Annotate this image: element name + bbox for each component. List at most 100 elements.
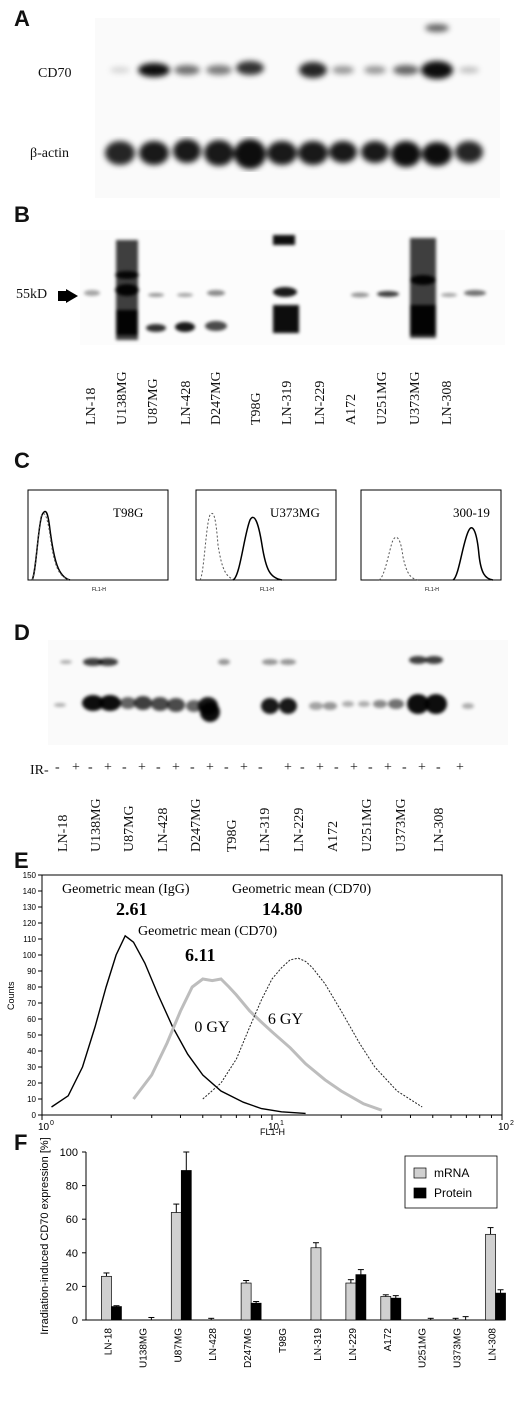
annotation-label-igg: Geometric mean (IgG) (62, 882, 190, 897)
ir-sign: - (402, 760, 407, 775)
fl1h-label: FL1-H (425, 587, 439, 593)
panel-f-letter: F (14, 1130, 28, 1155)
lane-label: A172 (344, 393, 359, 425)
category-label: LN-428 (208, 1328, 219, 1361)
bar-protein (111, 1306, 122, 1321)
panel-c-letter: C (14, 448, 30, 473)
x-tick-label: 10 (498, 1122, 510, 1133)
bar-chart-f: 0 20 40 60 80 100 Irradiation-induced CD70 exp… (39, 1137, 506, 1368)
histogram-series-0 (51, 934, 306, 1115)
beta-actin-row-label: β-actin (30, 146, 69, 161)
lane-label: U251MG (360, 798, 375, 852)
x-tick-label: 10 (38, 1122, 50, 1133)
ir-sign: + (418, 760, 426, 775)
x-tick-label: 10 (268, 1122, 280, 1133)
y-tick-label: 40 (66, 1248, 78, 1260)
ir-sign: - (224, 760, 229, 775)
lane-label: A172 (326, 820, 341, 852)
flow-histogram-t98g: T98G FL1-H (27, 489, 169, 593)
ir-sign: + (172, 760, 180, 775)
lane-label: LN-428 (156, 807, 171, 852)
lane-label: LN-308 (432, 807, 447, 852)
plot-label-t98g: T98G (113, 505, 143, 520)
y-axis-label: Irradiation-induced CD70 expression [%] (39, 1137, 51, 1335)
ir-sign: - (122, 760, 127, 775)
y-tick-label: 20 (66, 1281, 78, 1293)
plot-label-u373mg: U373MG (270, 505, 320, 520)
y-tick-label: 120 (23, 919, 37, 928)
annotation-value-igg: 2.61 (116, 899, 148, 919)
x-tick-exponent: 1 (280, 1120, 284, 1127)
western-blot-b (80, 230, 505, 345)
bar-mrna (380, 1296, 392, 1321)
lane-label: U251MG (375, 371, 390, 425)
panel-e-letter: E (14, 848, 29, 873)
panel-b-letter: B (14, 202, 30, 227)
plot-label-300-19: 300-19 (453, 505, 490, 520)
ir-sign: - (55, 760, 60, 775)
category-label: U373MG (453, 1328, 464, 1368)
y-tick-label: 80 (27, 983, 36, 992)
y-tick-label: 50 (27, 1031, 36, 1040)
y-tick-label: 110 (23, 935, 36, 944)
lane-label: D247MG (209, 371, 224, 425)
lane-label: U138MG (89, 798, 104, 852)
bar-mrna (170, 1212, 182, 1321)
marker-55kd-label: 55kD (16, 287, 48, 302)
legend-swatch-protein (413, 1187, 427, 1199)
ir-label: IR- (30, 763, 49, 778)
y-tick-label: 10 (27, 1095, 36, 1104)
ir-sign: + (138, 760, 146, 775)
lane-label: U87MG (146, 378, 161, 425)
ir-sign: + (206, 760, 214, 775)
cd70-row-label: CD70 (38, 66, 72, 81)
ir-sign: + (384, 760, 392, 775)
category-label: U87MG (173, 1328, 184, 1363)
bar-mrna (240, 1282, 252, 1321)
lane-label: LN-18 (84, 387, 99, 425)
annotation-label-6gy: Geometric mean (CD70) (232, 882, 372, 897)
y-tick-label: 40 (27, 1047, 36, 1056)
panel-d-letter: D (14, 620, 30, 645)
bar-mrna (485, 1233, 496, 1321)
lane-label: LN-18 (56, 814, 71, 852)
bar-protein (390, 1297, 402, 1321)
ir-sign: + (72, 760, 80, 775)
ir-sign: + (350, 760, 358, 775)
y-tick-label: 100 (23, 951, 37, 960)
category-label: A172 (383, 1328, 394, 1352)
category-label: LN-308 (488, 1328, 499, 1361)
y-tick-label: 130 (23, 903, 37, 912)
legend-label-protein: Protein (434, 1186, 472, 1200)
category-label: LN-18 (103, 1328, 114, 1356)
ir-sign: - (190, 760, 195, 775)
lane-label: LN-229 (292, 807, 307, 852)
y-tick-label: 20 (27, 1079, 36, 1088)
y-axis-label: Counts (6, 981, 16, 1010)
bar-protein (250, 1302, 262, 1321)
panel-a-letter: A (14, 6, 30, 31)
lane-label: LN-229 (313, 380, 328, 425)
category-label: T98G (278, 1328, 289, 1353)
ir-sign: - (88, 760, 93, 775)
category-label: LN-319 (313, 1328, 324, 1361)
y-tick-label: 0 (72, 1315, 78, 1327)
legend-swatch-mrna (413, 1167, 427, 1179)
annotation-label-0gy: Geometric mean (CD70) (138, 924, 278, 939)
bar-mrna (345, 1282, 357, 1321)
ir-sign: - (334, 760, 339, 775)
x-tick-exponent: 2 (510, 1120, 514, 1127)
lane-label: LN-319 (258, 807, 273, 852)
ir-sign: - (436, 760, 441, 775)
y-tick-label: 100 (60, 1147, 78, 1159)
x-axis-label: FL1-H (260, 1127, 285, 1137)
bar-protein (495, 1292, 506, 1321)
ir-sign: + (316, 760, 324, 775)
y-tick-label: 150 (23, 871, 37, 880)
bar-protein (355, 1274, 367, 1321)
lane-label: D247MG (189, 798, 204, 852)
y-tick-label: 80 (66, 1181, 78, 1193)
lane-label: T98G (225, 819, 240, 852)
series-label-0gy: 0 GY (194, 1019, 230, 1036)
